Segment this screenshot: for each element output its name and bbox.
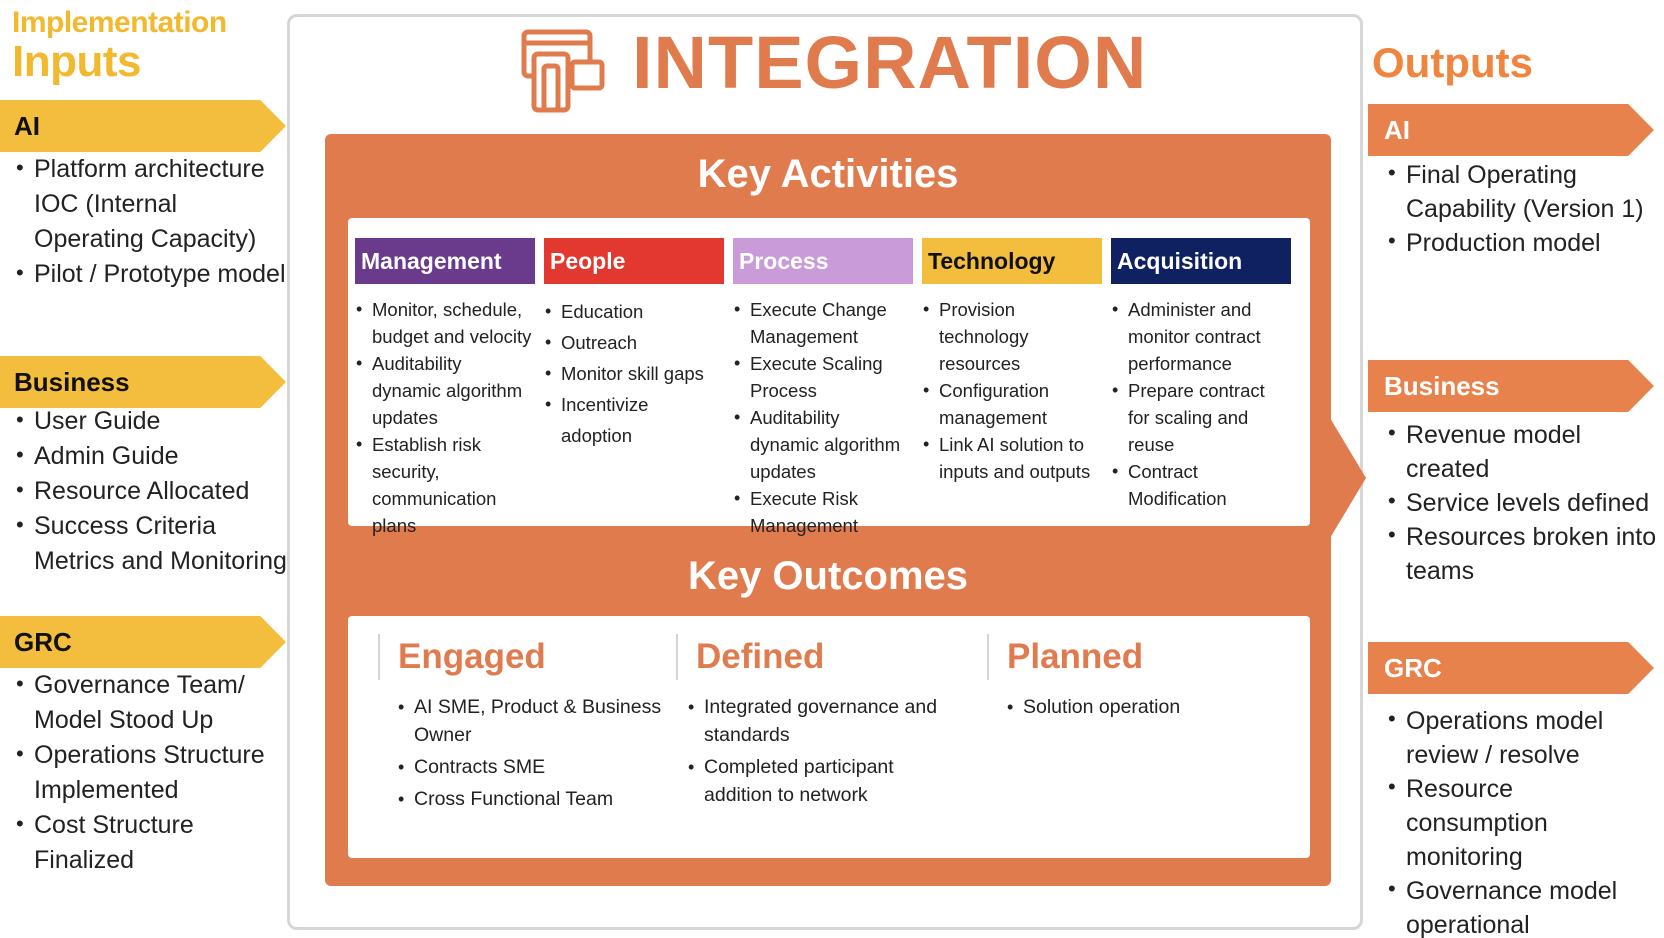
list-item: Production model <box>1388 224 1658 260</box>
list-item: AI SME, Product & Business Owner <box>396 693 666 749</box>
activity-header: Technology <box>922 238 1102 284</box>
list-item: Resource consumption monitoring <box>1388 770 1658 874</box>
list-item: User Guide <box>16 402 291 439</box>
list-item: Administer and monitor contract performa… <box>1111 296 1291 377</box>
list-item: Configuration management <box>922 377 1102 431</box>
outcome-title: Defined <box>696 637 825 676</box>
list-item: Resources broken into teams <box>1388 518 1658 588</box>
list-item: Integrated governance and standards <box>686 693 956 749</box>
output-list-business: Revenue model created Service levels def… <box>1388 416 1658 588</box>
outcome-column-planned: Planned <box>987 634 1143 680</box>
input-list-business: User Guide Admin Guide Resource Allocate… <box>16 402 291 579</box>
input-list-ai: Platform architecture IOC (Internal Oper… <box>16 150 291 292</box>
list-item: Execute Scaling Process <box>733 350 913 404</box>
input-banner-business: Business <box>0 356 286 408</box>
list-item: Outreach <box>544 327 724 358</box>
list-item: Cost Structure Finalized <box>16 806 291 878</box>
list-item: Monitor skill gaps <box>544 358 724 389</box>
activity-header: Acquisition <box>1111 238 1291 284</box>
activity-list: Education Outreach Monitor skill gaps In… <box>544 296 724 451</box>
activity-header: Management <box>355 238 535 284</box>
list-item: Operations Structure Implemented <box>16 736 291 808</box>
list-item: Platform architecture IOC (Internal Oper… <box>16 150 291 257</box>
list-item: Pilot / Prototype model <box>16 255 291 292</box>
output-banner-ai: AI <box>1368 104 1654 156</box>
list-item: Admin Guide <box>16 437 291 474</box>
activity-list: Provision technology resources Configura… <box>922 296 1102 485</box>
outcome-title: Planned <box>1007 637 1144 676</box>
list-item: Prepare contract for scaling and reuse <box>1111 377 1291 458</box>
list-item: Establish risk security, communication p… <box>355 431 535 539</box>
list-item: Auditability dynamic algorithm updates <box>733 404 913 485</box>
list-item: Governance model operational <box>1388 872 1658 938</box>
activity-header: People <box>544 238 724 284</box>
list-item: Final Operating Capability (Version 1) <box>1388 156 1658 226</box>
list-item: Contracts SME <box>396 753 666 781</box>
inputs-heading-small: Implementation <box>12 6 227 39</box>
output-list-grc: Operations model review / resolve Resour… <box>1388 702 1658 938</box>
list-item: Service levels defined <box>1388 484 1658 520</box>
outcome-list-defined: Integrated governance and standards Comp… <box>686 693 956 813</box>
activity-header: Process <box>733 238 913 284</box>
outcome-title: Engaged <box>398 637 546 676</box>
activity-column-technology: Technology Provision technology resource… <box>922 238 1102 485</box>
activity-column-management: Management Monitor, schedule, budget and… <box>355 238 535 539</box>
list-item: Incentivize adoption <box>544 389 724 451</box>
activity-list: Monitor, schedule, budget and velocity A… <box>355 296 535 539</box>
key-outcomes-title: Key Outcomes <box>687 554 969 598</box>
key-activities-title: Key Activities <box>697 152 959 196</box>
outcome-column-defined: Defined <box>676 634 824 680</box>
list-item: Monitor, schedule, budget and velocity <box>355 296 535 350</box>
list-item: Execute Change Management <box>733 296 913 350</box>
outcome-column-engaged: Engaged <box>378 634 546 680</box>
list-item: Success Criteria Metrics and Monitoring <box>16 507 291 579</box>
integration-title: INTEGRATION <box>632 21 1148 104</box>
list-item: Revenue model created <box>1388 416 1658 486</box>
list-item: Execute Risk Management <box>733 485 913 539</box>
output-banner-business: Business <box>1368 360 1654 412</box>
input-banner-grc: GRC <box>0 616 286 668</box>
devices-icon <box>521 29 605 113</box>
input-banner-ai: AI <box>0 100 286 152</box>
list-item: Resource Allocated <box>16 472 291 509</box>
list-item: Provision technology resources <box>922 296 1102 377</box>
list-item: Solution operation <box>1005 693 1265 721</box>
list-item: Auditability dynamic algorithm updates <box>355 350 535 431</box>
output-list-ai: Final Operating Capability (Version 1) P… <box>1388 156 1658 260</box>
activity-column-people: People Education Outreach Monitor skill … <box>544 238 724 451</box>
output-banner-grc: GRC <box>1368 642 1654 694</box>
activity-column-process: Process Execute Change Management Execut… <box>733 238 913 539</box>
list-item: Cross Functional Team <box>396 785 666 813</box>
list-item: Contract Modification <box>1111 458 1291 512</box>
outcome-list-planned: Solution operation <box>1005 693 1265 725</box>
list-item: Governance Team/ Model Stood Up <box>16 666 291 738</box>
list-item: Completed participant addition to networ… <box>686 753 956 809</box>
list-item: Operations model review / resolve <box>1388 702 1658 772</box>
activity-list: Execute Change Management Execute Scalin… <box>733 296 913 539</box>
input-list-grc: Governance Team/ Model Stood Up Operatio… <box>16 666 291 878</box>
activity-list: Administer and monitor contract performa… <box>1111 296 1291 512</box>
outcome-list-engaged: AI SME, Product & Business Owner Contrac… <box>396 693 666 817</box>
outputs-heading: Outputs <box>1372 39 1533 86</box>
activity-column-acquisition: Acquisition Administer and monitor contr… <box>1111 238 1291 512</box>
list-item: Link AI solution to inputs and outputs <box>922 431 1102 485</box>
list-item: Education <box>544 296 724 327</box>
inputs-heading: Inputs <box>12 37 141 86</box>
